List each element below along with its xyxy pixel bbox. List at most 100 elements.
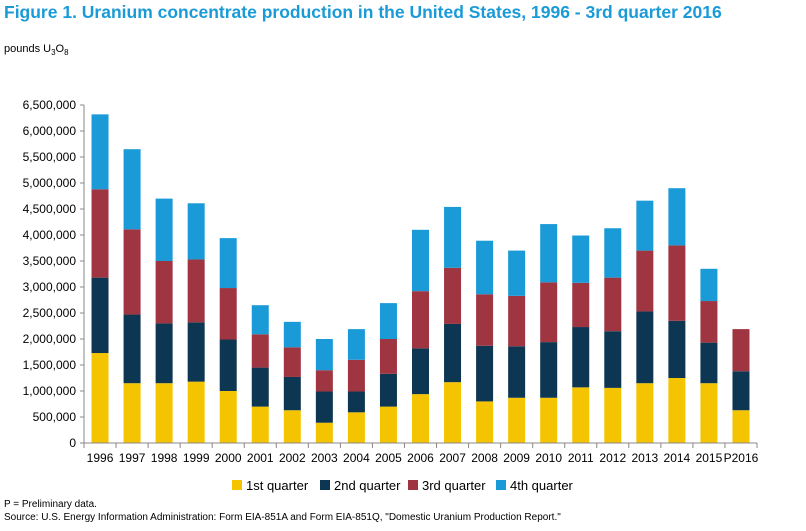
bar-2000-q3 [219,288,237,340]
bar-1996-q3 [91,189,109,278]
legend-swatch-q4 [496,480,506,490]
bar-2003-q2 [315,391,333,423]
bar-2010-q4 [540,224,558,283]
bar-2010-q3 [540,282,558,343]
bar-2000-q1 [219,391,237,443]
bar-1999-q2 [187,322,205,382]
bar-2003-q3 [315,370,333,392]
bar-2013-q1 [636,383,654,443]
x-tick-label: 2011 [568,451,594,465]
bar-2004-q1 [347,412,365,443]
bar-1996-q2 [91,277,109,354]
x-tick-label: 2013 [631,451,658,465]
x-tick-label: 2009 [503,451,530,465]
bar-1997-q2 [123,314,141,384]
bar-2004-q2 [347,391,365,413]
bar-2001-q4 [251,305,269,335]
bar-2001-q2 [251,367,269,407]
bar-2004-q3 [347,359,365,392]
y-tick-label: 2,000,000 [23,332,77,346]
bar-2007-q2 [444,323,462,383]
bar-2015-q1 [700,383,718,443]
bar-1997-q3 [123,229,141,315]
bar-2013-q2 [636,311,654,384]
unit-text: pounds U [4,43,52,55]
x-tick-label: 2006 [407,451,434,465]
y-tick-label: 500,000 [33,410,77,424]
x-tick-label: 2015 [696,451,723,465]
legend-label-q3: 3rd quarter [422,478,486,493]
y-tick-label: 0 [69,436,76,450]
x-tick-label: 2007 [439,451,466,465]
y-tick-label: 5,500,000 [23,150,77,164]
unit-sub-2: 8 [64,48,69,58]
bar-P2016-q3 [732,329,750,372]
unit-mid: O [55,43,65,55]
bar-2005-q3 [379,339,397,374]
x-tick-label: 1996 [87,451,114,465]
chart-title: Figure 1. Uranium concentrate production… [4,2,722,22]
bar-1996-q1 [91,353,109,443]
x-tick-label: 2001 [247,451,274,465]
bar-2005-q2 [379,373,397,407]
bar-1999-q1 [187,381,205,443]
bar-2003-q1 [315,422,333,443]
y-tick-label: 1,000,000 [23,384,77,398]
bar-2014-q1 [668,378,686,443]
bar-2000-q4 [219,238,237,289]
x-tick-label: 1999 [183,451,210,465]
bar-2007-q4 [444,206,462,268]
bar-2002-q3 [283,347,301,377]
bar-2014-q2 [668,320,686,378]
bar-2009-q1 [508,397,526,443]
bar-2011-q3 [572,282,590,328]
y-axis-unit-label: pounds U3O8 [4,43,69,57]
y-tick-label: 2,500,000 [23,306,77,320]
bar-2005-q4 [379,303,397,339]
source-note: Source: U.S. Energy Information Administ… [4,512,561,523]
bar-2014-q4 [668,188,686,246]
y-tick-label: 4,000,000 [23,228,77,242]
legend-swatch-q2 [320,480,330,490]
bar-2006-q2 [412,348,429,395]
bar-2008-q2 [476,345,494,402]
legend-label-q2: 2nd quarter [334,478,401,493]
y-tick-label: 6,000,000 [23,124,77,138]
bar-2014-q3 [668,245,686,321]
x-tick-label: 2012 [599,451,626,465]
bar-2003-q4 [315,339,333,371]
legend-label-q4: 4th quarter [510,478,574,493]
bar-1997-q1 [123,383,141,443]
legend-swatch-q1 [232,480,242,490]
bar-2007-q1 [444,382,462,443]
x-tick-label: 2000 [215,451,242,465]
bar-2011-q1 [572,387,590,443]
footnote: P = Preliminary data. [4,499,97,510]
x-tick-label: 1998 [151,451,178,465]
x-tick-label: 2005 [375,451,402,465]
x-tick-label: P2016 [724,451,759,465]
bar-2001-q1 [251,406,269,443]
bar-2015-q4 [700,268,718,302]
bar-2004-q4 [347,329,365,360]
y-tick-label: 3,000,000 [23,280,77,294]
bar-2010-q2 [540,342,558,398]
legend-swatch-q3 [408,480,418,490]
bar-P2016-q1 [732,410,750,443]
unit-sub-1: 3 [51,48,56,58]
bar-2006-q4 [412,229,429,292]
bar-2005-q1 [379,406,397,443]
bar-2012-q2 [604,331,622,388]
x-tick-label: 2004 [343,451,370,465]
bar-2006-q3 [412,291,429,349]
bar-2007-q3 [444,267,462,324]
bar-2011-q4 [572,235,590,283]
bar-2000-q2 [219,339,237,391]
x-tick-label: 2010 [535,451,562,465]
bar-1998-q3 [155,261,173,324]
bar-2009-q4 [508,250,526,296]
bar-2002-q2 [283,376,301,411]
bar-2008-q1 [476,401,494,443]
bar-2001-q3 [251,334,269,368]
